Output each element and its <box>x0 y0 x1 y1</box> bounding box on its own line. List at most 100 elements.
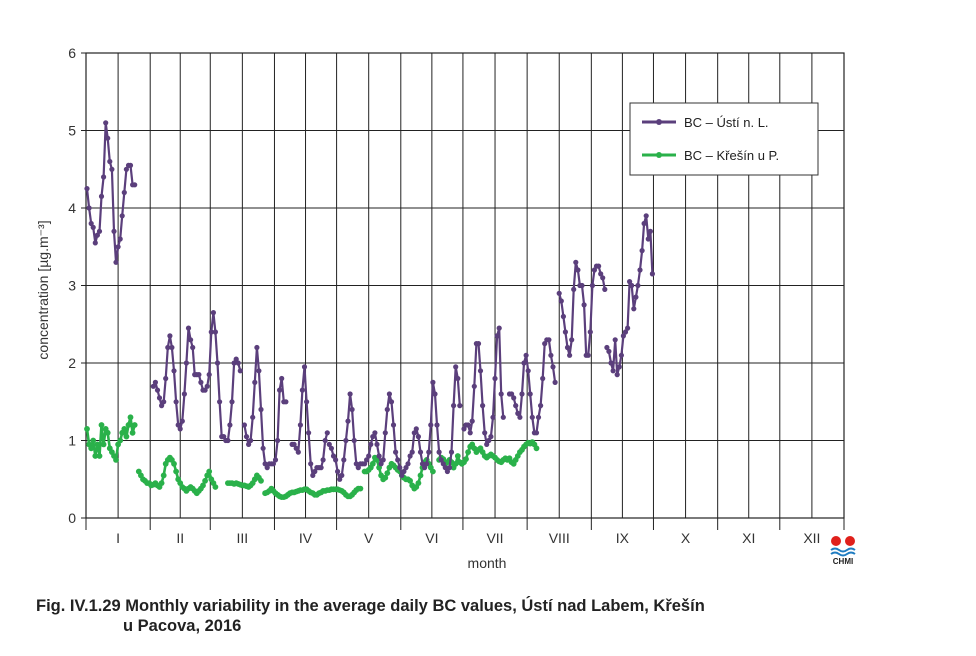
data-point <box>620 333 627 339</box>
data-point <box>494 333 500 339</box>
data-point <box>369 460 376 467</box>
data-point <box>210 310 216 316</box>
data-point <box>362 461 368 467</box>
data-point <box>335 468 341 475</box>
data-point <box>384 406 390 413</box>
data-point <box>649 271 656 277</box>
data-point <box>571 286 577 292</box>
data-point <box>229 399 235 405</box>
data-point <box>482 430 488 436</box>
x-tick-label: VI <box>425 530 438 546</box>
legend: BC – Ústí n. L. BC – Křešín u P. <box>629 102 819 176</box>
data-point <box>564 344 571 351</box>
data-point <box>337 476 343 482</box>
data-point <box>465 422 471 428</box>
data-point <box>538 403 544 409</box>
data-point <box>471 383 477 389</box>
data-point <box>490 414 496 420</box>
data-point <box>308 461 314 467</box>
data-point <box>625 325 631 331</box>
data-point <box>345 418 351 424</box>
y-tick-label: 1 <box>68 433 76 449</box>
chmi-logo-text: CHMI <box>833 557 853 565</box>
data-point <box>183 360 189 366</box>
data-point <box>237 368 243 374</box>
data-point <box>119 213 125 219</box>
series-line <box>463 327 505 446</box>
data-point <box>415 480 422 486</box>
data-point <box>156 395 163 401</box>
data-point <box>167 333 173 339</box>
data-point <box>100 441 107 448</box>
x-tick-label: XII <box>803 530 820 546</box>
data-point <box>101 174 107 180</box>
data-point <box>401 468 407 475</box>
data-point <box>465 449 471 455</box>
data-point <box>374 441 380 447</box>
x-axis-title: month <box>468 555 507 571</box>
data-point <box>113 259 119 265</box>
data-point <box>589 282 596 289</box>
data-point <box>202 477 209 484</box>
data-point <box>380 457 386 463</box>
data-point <box>444 468 450 475</box>
data-point <box>330 453 337 459</box>
data-point <box>540 375 546 382</box>
data-point <box>111 228 117 234</box>
data-point <box>598 271 604 277</box>
data-point <box>558 298 564 304</box>
data-point <box>415 434 421 440</box>
data-point <box>477 368 484 374</box>
data-point <box>94 441 101 448</box>
data-point <box>602 286 608 292</box>
data-point <box>279 375 285 382</box>
data-point <box>318 465 324 471</box>
data-point <box>384 470 391 476</box>
data-point <box>614 372 620 378</box>
data-point <box>258 406 264 413</box>
data-point <box>567 352 573 358</box>
grid <box>81 52 845 530</box>
data-point <box>150 383 156 389</box>
data-point <box>378 461 384 467</box>
data-point <box>243 434 250 440</box>
data-point <box>370 434 376 440</box>
y-tick-label: 3 <box>68 278 76 294</box>
data-point <box>324 430 330 436</box>
x-tick-label: V <box>364 530 374 546</box>
data-point <box>161 399 167 405</box>
data-point <box>529 414 535 420</box>
data-point <box>612 337 618 343</box>
caption-line-2: u Pacova, 2016 <box>123 617 242 635</box>
data-point <box>519 391 525 397</box>
data-point <box>486 437 492 444</box>
data-point <box>629 282 635 289</box>
data-point <box>475 341 482 347</box>
data-point <box>185 325 192 331</box>
data-point <box>171 460 177 467</box>
data-point <box>376 453 382 459</box>
data-point <box>98 193 105 199</box>
data-point <box>535 414 542 420</box>
data-point <box>579 282 585 289</box>
data-point <box>341 457 347 463</box>
data-point <box>453 364 459 370</box>
data-point <box>573 259 579 265</box>
data-point <box>511 395 517 401</box>
x-tick-label: I <box>116 530 120 546</box>
data-point <box>448 449 455 455</box>
data-point <box>333 457 339 463</box>
series-line <box>605 214 654 376</box>
data-point <box>123 433 130 440</box>
data-point <box>517 414 523 420</box>
y-tick-label: 0 <box>68 510 76 526</box>
data-point <box>127 414 134 421</box>
series-layer <box>84 120 656 500</box>
data-point <box>637 267 643 273</box>
y-tick-label: 2 <box>68 355 76 371</box>
data-point <box>525 368 531 374</box>
data-point <box>217 399 223 405</box>
data-point <box>115 244 121 250</box>
data-point <box>252 379 258 385</box>
data-point <box>221 434 227 440</box>
